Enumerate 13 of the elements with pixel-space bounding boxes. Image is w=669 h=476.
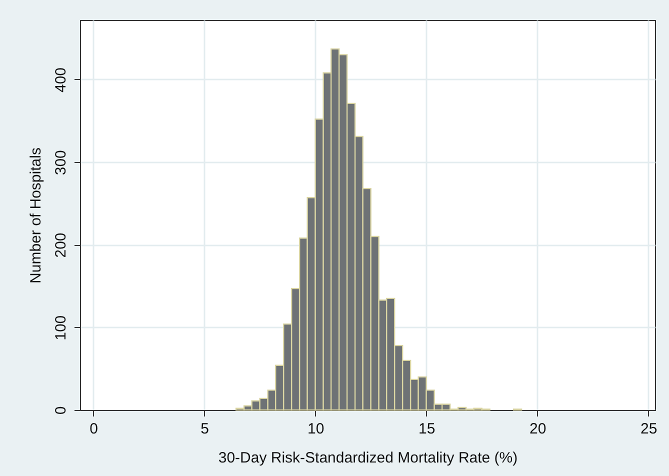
x-tick-label: 20 [529,420,546,438]
x-tick-label: 0 [90,420,98,438]
x-tick-label: 10 [307,420,324,438]
x-axis-title: 30-Day Risk-Standardized Mortality Rate (%) [218,450,518,466]
y-axis-title: Number of Hospitals [28,148,44,284]
y-tick-label: 100 [52,315,70,340]
x-tick-label: 15 [418,420,436,438]
y-tick-label: 400 [52,67,70,93]
y-tick-label: 0 [52,406,70,415]
y-tick-label: 200 [52,232,70,258]
x-tick-label: 5 [200,420,209,438]
x-tick-label: 25 [640,420,658,438]
y-tick-label: 300 [52,150,70,176]
